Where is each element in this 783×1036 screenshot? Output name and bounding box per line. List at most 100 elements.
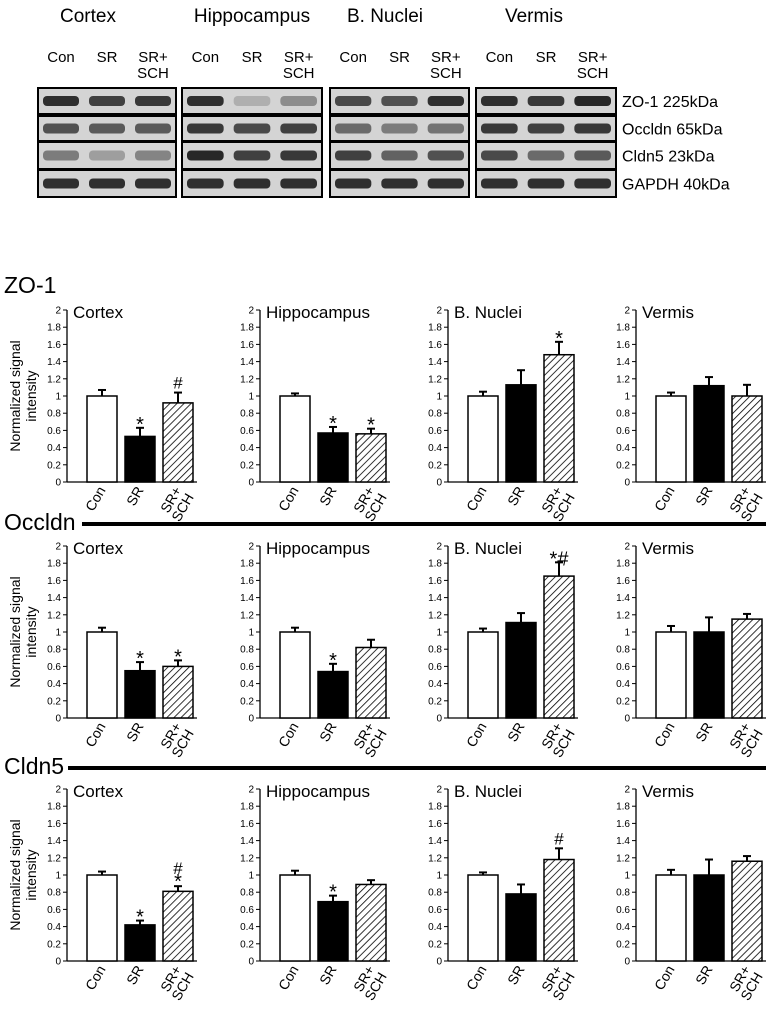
category-label: SR [316, 963, 340, 988]
category-label: SR [123, 720, 147, 745]
blot-band [233, 123, 271, 134]
panel-b-nuclei: 0 0.2 0.4 0.6 0.8 1 1.2 1.4 1.6 1.8 2 B. Nuclei Con S… [428, 539, 578, 760]
y-tick-label: 1.2 [240, 853, 254, 864]
blot-band [381, 178, 418, 189]
significance-marker: * [136, 648, 144, 670]
bar-sr [124, 435, 156, 483]
y-tick-label: 0.6 [47, 662, 61, 673]
chart-title: ZO-1 [4, 272, 56, 298]
panel-region-label: Cortex [73, 303, 124, 322]
blot-band [187, 123, 224, 134]
panel-region-label: Cortex [73, 782, 124, 801]
blot-lane-label: SR+ SCH [283, 49, 315, 82]
blot-strip [37, 169, 177, 198]
blot-lane-label: Con [47, 49, 75, 66]
y-tick-label: 1.8 [616, 802, 630, 813]
y-tick-label: 0 [624, 478, 630, 489]
blot-lane-label: SR+ SCH [430, 49, 462, 82]
bar-sr [505, 621, 537, 719]
blot-band [527, 96, 565, 106]
category-label: Con [463, 484, 490, 514]
y-tick-label: 0 [436, 714, 442, 725]
panel-vermis: 0 0.2 0.4 0.6 0.8 1 1.2 1.4 1.6 1.8 2 Vermis Con SR SR… [616, 303, 766, 524]
blot-band [187, 150, 224, 161]
y-tick-label: 1 [624, 628, 630, 639]
bar-con [86, 395, 118, 483]
blot-band [335, 178, 372, 189]
bar-sr [693, 631, 725, 719]
significance-marker: * [136, 414, 144, 436]
blot-region-cortex: Cortex [60, 6, 116, 27]
y-tick-label: 1.8 [47, 559, 61, 570]
y-tick-label: 1.8 [47, 802, 61, 813]
blot-band [381, 123, 418, 134]
bar-con [86, 874, 118, 962]
blot-band [233, 150, 271, 161]
y-tick-label: 0.6 [47, 426, 61, 437]
y-tick-label: 1.4 [240, 836, 254, 847]
blot-band [135, 150, 171, 161]
y-tick-label: 0.8 [47, 888, 61, 899]
category-label: SR [504, 720, 528, 745]
bar-sr [124, 669, 156, 719]
blot-row-label-gapdh: GAPDH 40kDa [622, 177, 730, 194]
bar-sr [693, 384, 725, 483]
y-tick-label: 1 [248, 871, 254, 882]
bar-con [467, 631, 499, 719]
y-tick-label: 1.6 [616, 819, 630, 830]
y-tick-label: 0 [624, 957, 630, 968]
blot-band [43, 96, 79, 106]
category-label: SR+SCH [537, 720, 578, 761]
blot-band [527, 150, 565, 161]
y-tick-label: 2 [248, 306, 254, 317]
panel-hippocampus: 0 0.2 0.4 0.6 0.8 1 1.2 1.4 1.6 1.8 2 Hippocampus Co… [240, 303, 390, 524]
significance-marker: * [174, 871, 182, 893]
bar-sr-sch [162, 402, 194, 483]
bar-con [467, 395, 499, 483]
bar-con [279, 395, 311, 483]
bar-sr-sch [543, 353, 575, 483]
y-tick-label: 0.4 [240, 922, 254, 933]
blot-strip [475, 87, 617, 115]
blot-strip [37, 115, 177, 142]
blot-band [280, 178, 317, 189]
y-tick-label: 2 [248, 785, 254, 796]
blot-strip [181, 169, 323, 198]
y-tick-label: 0.2 [47, 460, 61, 471]
y-tick-label: 0.6 [240, 905, 254, 916]
y-tick-label: 0.4 [240, 443, 254, 454]
y-tick-label: 1.4 [428, 593, 442, 604]
y-tick-label: 1.6 [240, 819, 254, 830]
blot-strip [329, 115, 470, 142]
y-tick-label: 1.6 [47, 340, 61, 351]
significance-marker: # [554, 829, 564, 848]
blot-band [233, 178, 271, 189]
category-label: SR+SCH [156, 963, 197, 1004]
blot-band [280, 123, 317, 134]
y-tick-label: 1 [624, 871, 630, 882]
blot-band [574, 96, 611, 106]
bar-sr-sch [162, 890, 194, 962]
blot-band [527, 178, 565, 189]
y-tick-label: 1.2 [47, 610, 61, 621]
y-tick-label: 2 [624, 785, 630, 796]
bar-con [279, 874, 311, 962]
y-tick-label: 0.4 [428, 922, 442, 933]
y-tick-label: 1.8 [428, 559, 442, 570]
blot-band [427, 178, 464, 189]
blot-band [89, 178, 125, 189]
y-tick-label: 1.8 [240, 802, 254, 813]
y-tick-label: 0 [55, 478, 61, 489]
y-tick-label: 1.6 [240, 576, 254, 587]
blot-lane-label: Con [192, 49, 220, 66]
y-tick-label: 0.6 [616, 905, 630, 916]
blot-band [381, 150, 418, 161]
y-tick-label: 0.6 [616, 426, 630, 437]
significance-marker: *# [550, 548, 570, 570]
blot-lane-label: SR+ SCH [137, 49, 169, 82]
bar-sr [317, 432, 349, 483]
y-tick-label: 0.2 [240, 460, 254, 471]
y-tick-label: 0.8 [616, 888, 630, 899]
blot-band [135, 178, 171, 189]
